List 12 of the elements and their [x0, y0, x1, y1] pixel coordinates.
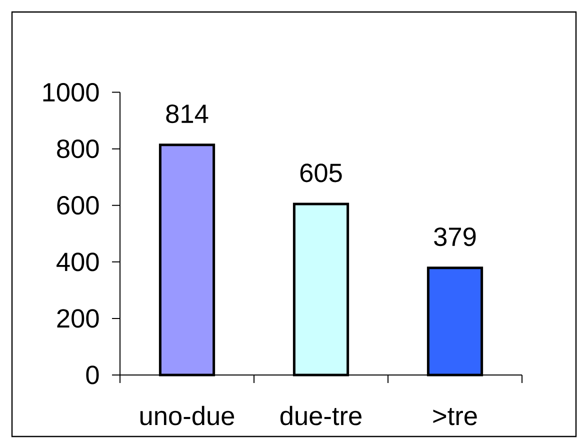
- data-label: 814: [166, 104, 208, 124]
- x-tick-label: uno-due: [140, 406, 234, 426]
- y-tick-label: 600: [57, 196, 99, 215]
- y-tick-label: 400: [56, 252, 99, 272]
- x-tick-label: >tre: [433, 408, 477, 426]
- y-tick-label: 200: [57, 309, 99, 328]
- data-label: 605: [300, 164, 342, 182]
- data-label: 379: [434, 227, 476, 246]
- x-tick-label: due-tre: [280, 406, 362, 426]
- y-tick-label: 1000: [43, 82, 99, 102]
- y-tick-label: 800: [57, 140, 99, 158]
- y-tick-label: 0: [86, 366, 99, 384]
